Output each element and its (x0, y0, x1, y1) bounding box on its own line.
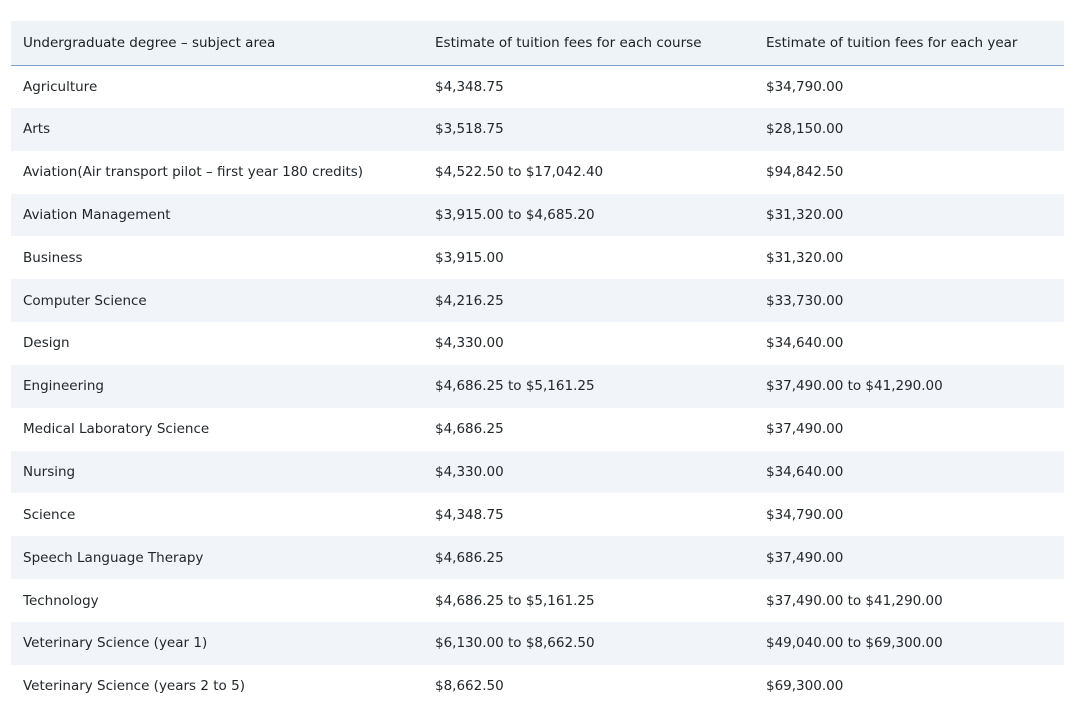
table-row: Nursing $4,330.00 $34,640.00 (11, 450, 1064, 494)
cell-fees-per-year: $94,842.50 (766, 164, 844, 181)
table-row: Agriculture $4,348.75 $34,790.00 (11, 65, 1064, 108)
cell-fees-per-year: $49,040.00 to $69,300.00 (766, 635, 943, 652)
cell-subject-area: Technology (23, 592, 99, 609)
cell-subject-area: Speech Language Therapy (23, 549, 204, 566)
header-subject-area: Undergraduate degree – subject area (11, 21, 423, 66)
cell-fees-per-course: $4,522.50 to $17,042.40 (435, 164, 604, 181)
cell-fees-per-course: $4,330.00 (435, 335, 504, 352)
cell-fees-per-course: $4,686.25 to $5,161.25 (435, 378, 595, 395)
cell-subject-area: Aviation(Air transport pilot – first yea… (23, 164, 364, 181)
table-body: Agriculture $4,348.75 $34,790.00 Arts $3,518… (11, 65, 1064, 708)
cell-subject-area: Veterinary Science (years 2 to 5) (23, 678, 245, 695)
cell-fees-per-year: $34,640.00 (766, 335, 844, 352)
cell-fees-per-course: $8,662.50 (435, 678, 504, 695)
cell-fees-per-course: $4,686.25 to $5,161.25 (435, 592, 595, 609)
cell-subject-area: Design (23, 335, 70, 352)
table-row: Aviation(Air transport pilot – first yea… (11, 150, 1064, 194)
cell-fees-per-course: $4,330.00 (435, 464, 504, 481)
table-row: Design $4,330.00 $34,640.00 (11, 322, 1064, 365)
table-row: Business $3,915.00 $31,320.00 (11, 236, 1064, 280)
cell-fees-per-year: $33,730.00 (766, 292, 844, 309)
table-row: Veterinary Science (year 1) $6,130.00 to … (11, 621, 1064, 665)
cell-subject-area: Veterinary Science (year 1) (23, 635, 208, 652)
cell-subject-area: Computer Science (23, 292, 147, 309)
cell-fees-per-year: $34,790.00 (766, 506, 844, 523)
table-row: Technology $4,686.25 to $5,161.25 $37,490.… (11, 579, 1064, 622)
cell-fees-per-course: $6,130.00 to $8,662.50 (435, 635, 595, 652)
cell-fees-per-course: $3,518.75 (435, 121, 504, 138)
cell-fees-per-year: $28,150.00 (766, 121, 844, 138)
cell-subject-area: Business (23, 249, 83, 266)
cell-fees-per-year: $31,320.00 (766, 249, 844, 266)
table-row: Arts $3,518.75 $28,150.00 (11, 107, 1064, 151)
cell-fees-per-year: $37,490.00 to $41,290.00 (766, 592, 943, 609)
table-row: Science $4,348.75 $34,790.00 (11, 493, 1064, 537)
table-row: Speech Language Therapy $4,686.25 $37,490.… (11, 536, 1064, 580)
cell-fees-per-year: $37,490.00 (766, 549, 844, 566)
header-row: Undergraduate degree – subject area Esti… (11, 21, 1064, 66)
cell-fees-per-course: $4,216.25 (435, 292, 504, 309)
cell-fees-per-year: $34,640.00 (766, 464, 844, 481)
table-row: Engineering $4,686.25 to $5,161.25 $37,490… (11, 364, 1064, 408)
cell-subject-area: Agriculture (23, 78, 98, 95)
tuition-fees-table: Undergraduate degree – subject area Esti… (11, 21, 1064, 708)
header-fees-per-year: Estimate of tuition fees for each year (754, 21, 1064, 66)
table-row: Aviation Management $3,915.00 to $4,685.2… (11, 193, 1064, 237)
cell-fees-per-year: $34,790.00 (766, 78, 844, 95)
cell-fees-per-course: $4,348.75 (435, 78, 504, 95)
cell-fees-per-course: $3,915.00 (435, 249, 504, 266)
cell-fees-per-year: $37,490.00 to $41,290.00 (766, 378, 943, 395)
table-row: Computer Science $4,216.25 $33,730.00 (11, 279, 1064, 323)
cell-fees-per-course: $4,686.25 (435, 549, 504, 566)
cell-subject-area: Aviation Management (23, 206, 171, 223)
cell-subject-area: Arts (23, 121, 51, 138)
cell-subject-area: Medical Laboratory Science (23, 421, 210, 438)
cell-fees-per-course: $4,686.25 (435, 421, 504, 438)
header-fees-per-course: Estimate of tuition fees for each course (423, 21, 754, 66)
table-row: Medical Laboratory Science $4,686.25 $37,4… (11, 407, 1064, 451)
cell-subject-area: Science (23, 506, 76, 523)
cell-fees-per-year: $69,300.00 (766, 678, 844, 695)
table-row: Veterinary Science (years 2 to 5) $8,662.… (11, 664, 1064, 708)
table-header: Undergraduate degree – subject area Esti… (11, 21, 1064, 66)
cell-subject-area: Engineering (23, 378, 104, 395)
cell-fees-per-year: $31,320.00 (766, 206, 844, 223)
cell-fees-per-course: $4,348.75 (435, 506, 504, 523)
cell-fees-per-year: $37,490.00 (766, 421, 844, 438)
fees-table-container: Undergraduate degree – subject area Esti… (11, 21, 1064, 708)
cell-subject-area: Nursing (23, 464, 76, 481)
cell-fees-per-course: $3,915.00 to $4,685.20 (435, 206, 595, 223)
